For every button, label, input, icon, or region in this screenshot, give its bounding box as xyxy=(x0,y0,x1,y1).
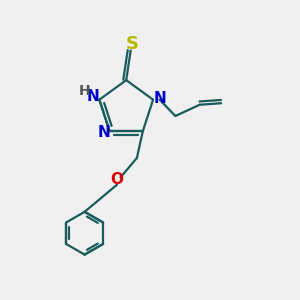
Text: H: H xyxy=(79,84,90,98)
Text: S: S xyxy=(126,35,139,53)
Text: N: N xyxy=(86,89,99,104)
Text: N: N xyxy=(153,91,166,106)
Text: N: N xyxy=(97,125,110,140)
Text: O: O xyxy=(110,172,124,187)
